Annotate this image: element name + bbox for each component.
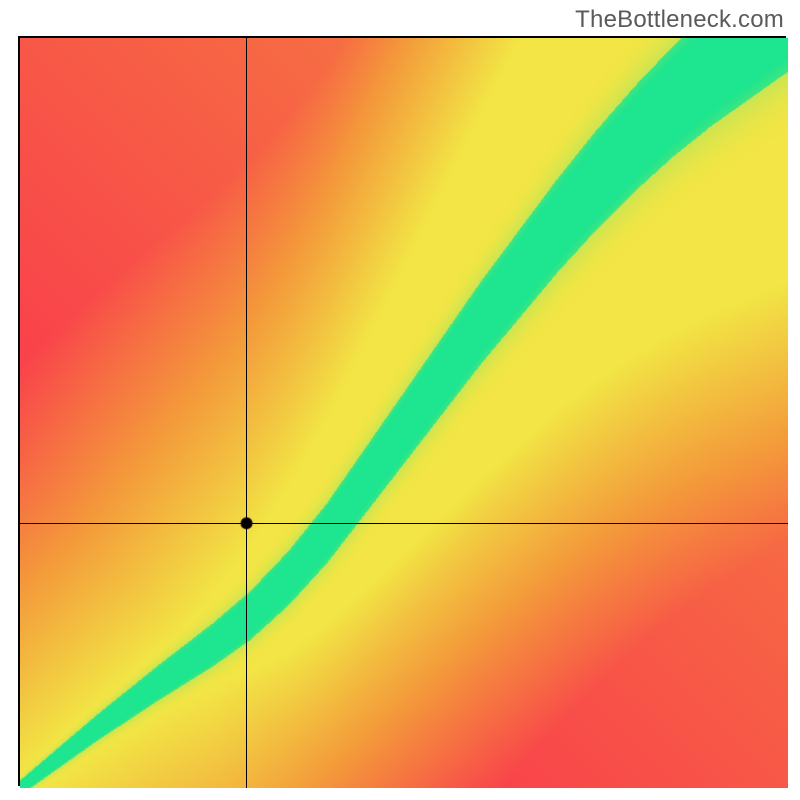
marker-canvas [20,38,788,788]
chart-container: TheBottleneck.com [0,0,800,800]
plot-area [18,36,786,786]
watermark-text: TheBottleneck.com [575,6,784,34]
